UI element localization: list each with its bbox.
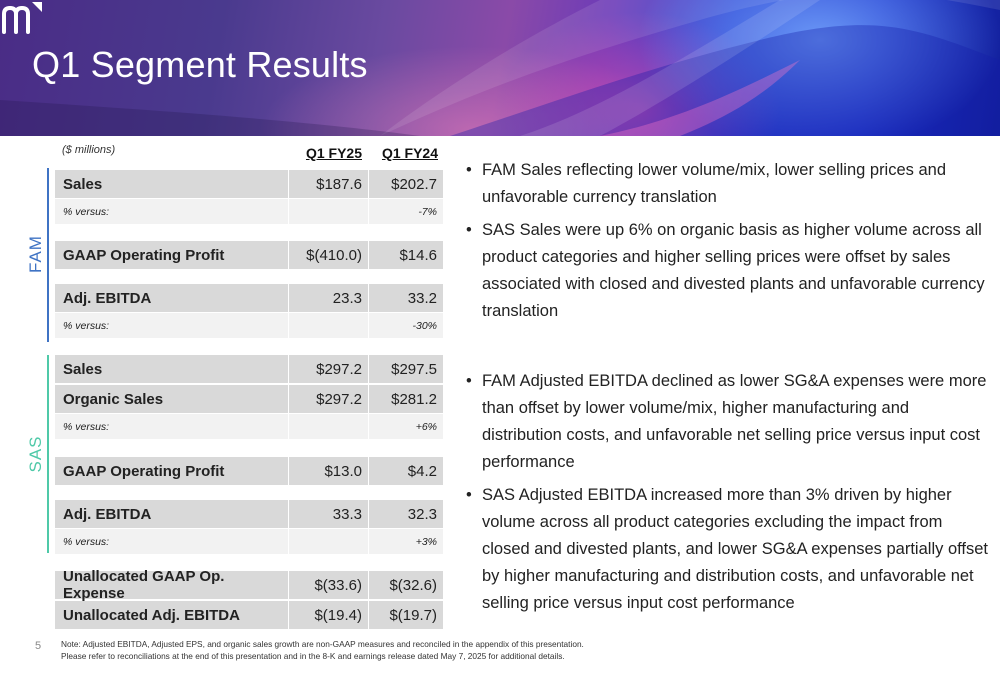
row-label: GAAP Operating Profit [63,246,225,264]
table-row-sas-organic-versus: % versus: +6% [55,414,443,440]
table-row-unallocated-ebitda: Unallocated Adj. EBITDA $(19.4) $(19.7) [55,601,443,630]
value-q1-fy25: 23.3 [288,284,368,312]
page-number: 5 [35,640,42,652]
table-row-sas-adj-ebitda: Adj. EBITDA 33.3 32.3 [55,500,443,529]
value-q1-fy25 [288,529,368,554]
value-q1-fy25: $(33.6) [288,571,368,599]
value-q1-fy24: $281.2 [368,385,443,413]
value-q1-fy25: $(19.4) [288,601,368,629]
header-banner: Q1 Segment Results [0,0,1000,136]
table-row-fam-sales: Sales $187.6 $202.7 [55,170,443,199]
row-label: GAAP Operating Profit [63,462,225,480]
value-q1-fy24: $297.5 [368,355,443,383]
row-label: Organic Sales [63,390,164,408]
row-label: Sales [63,360,103,378]
value-q1-fy24: $202.7 [368,170,443,198]
table-row-fam-adj-ebitda: Adj. EBITDA 23.3 33.2 [55,284,443,313]
value-q1-fy24: $(32.6) [368,571,443,599]
column-header-q1-fy25: Q1 FY25 [305,145,362,161]
value-q1-fy24: $4.2 [368,457,443,485]
table-row-sas-organic-sales: Organic Sales $297.2 $281.2 [55,385,443,414]
row-label: Adj. EBITDA [63,505,152,523]
value-q1-fy25: $187.6 [288,170,368,198]
value-q1-fy24: -7% [368,199,443,224]
bullet-sas-sales: SAS Sales were up 6% on organic basis as… [466,217,988,325]
value-q1-fy25: $297.2 [288,385,368,413]
row-label: Adj. EBITDA [63,289,152,307]
row-label: % versus: [63,205,110,218]
row-label: % versus: [63,319,110,332]
bullet-fam-sales: FAM Sales reflecting lower volume/mix, l… [466,157,988,211]
value-q1-fy25 [288,313,368,338]
row-label: % versus: [63,535,110,548]
value-q1-fy24: 33.2 [368,284,443,312]
value-q1-fy24: $14.6 [368,241,443,269]
value-q1-fy24: 32.3 [368,500,443,528]
table-row-sas-gaap-operating-profit: GAAP Operating Profit $13.0 $4.2 [55,457,443,486]
value-q1-fy25 [288,199,368,224]
value-q1-fy25: $13.0 [288,457,368,485]
footnote-line-2: Please refer to reconciliations at the e… [61,651,565,661]
value-q1-fy24: +6% [368,414,443,439]
value-q1-fy25: 33.3 [288,500,368,528]
sales-commentary: FAM Sales reflecting lower volume/mix, l… [466,157,988,331]
footnote-line-1: Note: Adjusted EBITDA, Adjusted EPS, and… [61,639,584,649]
row-label: Unallocated GAAP Op. Expense [63,568,225,602]
fam-segment-bar [47,168,49,342]
footnote: Note: Adjusted EBITDA, Adjusted EPS, and… [61,638,584,662]
sas-segment-bar [47,355,49,553]
page-title: Q1 Segment Results [32,44,368,85]
value-q1-fy25: $297.2 [288,355,368,383]
sas-segment-label: SAS [26,435,45,473]
row-label: % versus: [63,420,110,433]
row-label: Unallocated Adj. EBITDA [63,606,240,624]
row-label: Sales [63,175,103,193]
value-q1-fy25: $(410.0) [288,241,368,269]
fam-segment-label: FAM [26,235,45,273]
table-row-fam-sales-versus: % versus: -7% [55,199,443,225]
units-label: ($ millions) [62,144,116,156]
bullet-sas-ebitda: SAS Adjusted EBITDA increased more than … [466,482,988,617]
banner-swirl-graphic [0,0,1000,136]
company-logo-icon [2,2,42,34]
bullet-fam-ebitda: FAM Adjusted EBITDA declined as lower SG… [466,368,988,476]
table-row-sas-ebitda-versus: % versus: +3% [55,529,443,555]
value-q1-fy24: -30% [368,313,443,338]
table-row-fam-gaap-operating-profit: GAAP Operating Profit $(410.0) $14.6 [55,241,443,270]
table-row-fam-ebitda-versus: % versus: -30% [55,313,443,339]
table-row-sas-sales: Sales $297.2 $297.5 [55,355,443,384]
column-header-q1-fy24: Q1 FY24 [381,145,438,161]
value-q1-fy25 [288,414,368,439]
value-q1-fy24: +3% [368,529,443,554]
value-q1-fy24: $(19.7) [368,601,443,629]
table-row-unallocated-gaap: Unallocated GAAP Op. Expense $(33.6) $(3… [55,568,443,602]
ebitda-commentary: FAM Adjusted EBITDA declined as lower SG… [466,368,988,623]
